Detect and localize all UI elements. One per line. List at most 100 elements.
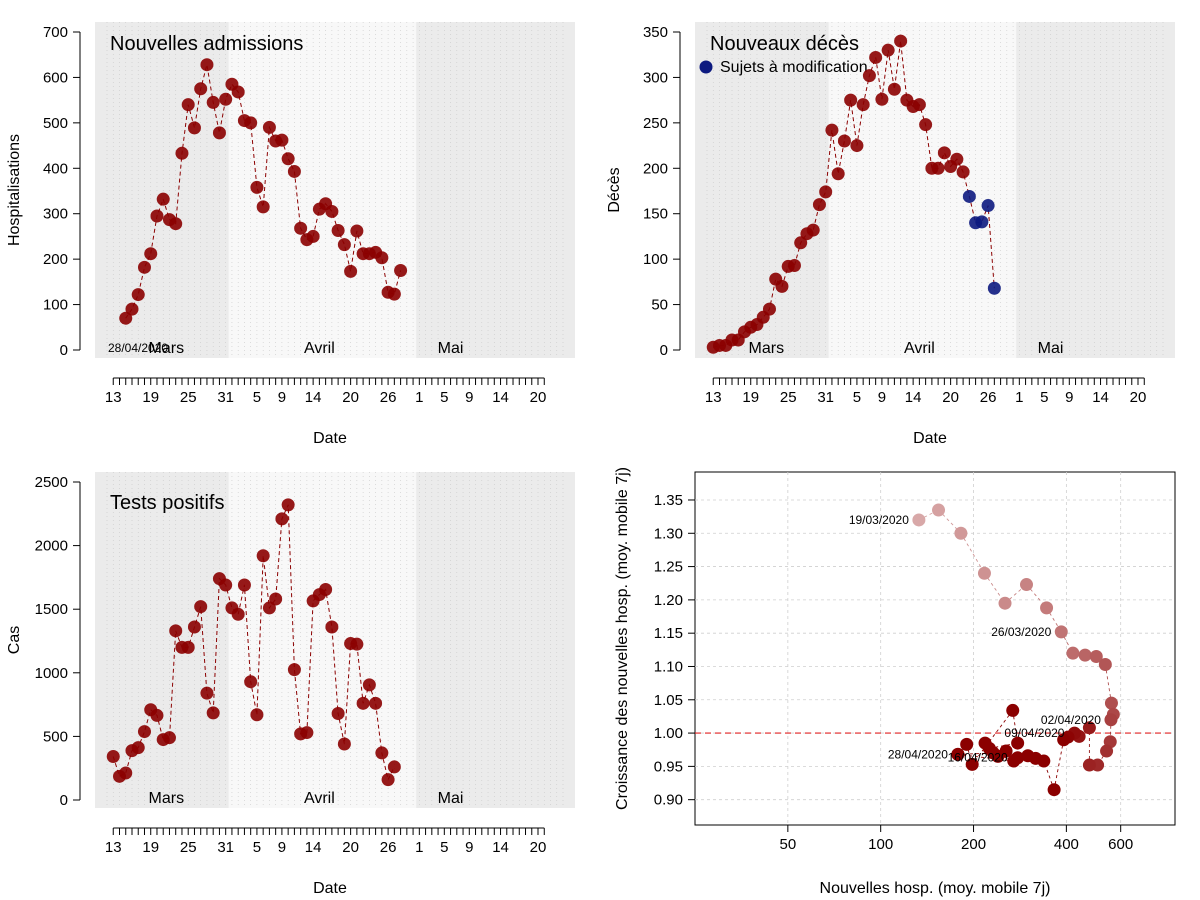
- x-tick-label: 9: [465, 839, 473, 856]
- data-point: [275, 512, 289, 526]
- data-point: [887, 82, 901, 96]
- x-tick-label: 31: [217, 839, 234, 856]
- band-may: [416, 472, 575, 808]
- x-tick-label: 13: [705, 389, 722, 406]
- x-tick-label: 14: [1092, 389, 1109, 406]
- data-point: [1066, 646, 1080, 660]
- path-segment: [1004, 584, 1027, 604]
- y-tick-label: 2000: [35, 538, 68, 555]
- date-annotation: 28/04/2020: [108, 341, 168, 355]
- data-point: [106, 749, 120, 763]
- data-point: [1011, 736, 1025, 750]
- data-point: [256, 549, 270, 563]
- data-point: [1100, 744, 1114, 758]
- y-tick-label: 200: [643, 160, 668, 177]
- data-point: [825, 123, 839, 137]
- data-point: [975, 215, 989, 229]
- data-point: [362, 678, 376, 692]
- month-label: Mai: [438, 340, 464, 357]
- y-tick-label: 1.10: [654, 658, 683, 675]
- data-point: [269, 592, 283, 606]
- y-tick-label: 1.00: [654, 725, 683, 742]
- band-may: [416, 22, 575, 358]
- y-tick-label: 300: [43, 206, 68, 223]
- plot-frame: [694, 471, 1176, 826]
- point-date-label: 28/04/2020: [888, 747, 948, 761]
- data-point: [219, 92, 233, 106]
- data-point: [1082, 721, 1096, 735]
- data-point: [194, 600, 208, 614]
- data-point: [986, 746, 1000, 760]
- y-tick-label: 1000: [35, 665, 68, 682]
- band-march: [95, 22, 229, 358]
- data-point: [912, 513, 926, 527]
- x-tick-label: 26: [380, 839, 397, 856]
- data-point: [837, 134, 851, 148]
- x-axis-title: Date: [913, 430, 947, 447]
- data-point: [856, 98, 870, 112]
- month-label: Avril: [304, 340, 335, 357]
- data-point: [181, 98, 195, 112]
- data-point: [194, 82, 208, 96]
- data-point: [187, 121, 201, 135]
- x-tick-label: 20: [530, 389, 547, 406]
- path-segment: [971, 710, 1014, 765]
- data-point: [1047, 783, 1061, 797]
- x-tick-label: 19: [142, 389, 159, 406]
- data-point: [169, 217, 183, 231]
- data-point: [1082, 758, 1096, 772]
- point-date-label: 09/04/2020: [1004, 726, 1064, 740]
- y-tick-label: 500: [43, 115, 68, 132]
- x-tick-label: 9: [278, 389, 286, 406]
- y-tick-label: 0: [60, 342, 68, 359]
- data-point: [350, 637, 364, 651]
- data-point: [156, 192, 170, 206]
- y-tick-label: 0: [60, 792, 68, 809]
- y-axis-title: Décès: [606, 167, 623, 212]
- x-tick-label: 5: [853, 389, 861, 406]
- y-tick-label: 500: [43, 728, 68, 745]
- y-tick-label: 0.95: [654, 758, 683, 775]
- data-point: [150, 708, 164, 722]
- data-point: [206, 95, 220, 109]
- x-tick-label: 5: [1040, 389, 1048, 406]
- y-tick-label: 350: [643, 24, 668, 41]
- data-point: [300, 726, 314, 740]
- data-point: [394, 264, 408, 277]
- x-tick-label: 25: [180, 839, 197, 856]
- data-point: [150, 209, 164, 223]
- x-axis-title: Date: [313, 880, 347, 897]
- data-point: [206, 706, 220, 720]
- x-tick-label: 13: [105, 839, 122, 856]
- x-tick-label: 20: [942, 389, 959, 406]
- x-tick-label: 600: [1108, 836, 1133, 853]
- x-tick-label: 20: [530, 839, 547, 856]
- x-tick-label: 400: [1054, 836, 1079, 853]
- x-tick-label: 5: [440, 389, 448, 406]
- x-tick-label: 9: [465, 389, 473, 406]
- panel-title: Nouveaux décès: [710, 33, 859, 55]
- data-point: [219, 578, 233, 592]
- data-point: [960, 737, 974, 751]
- y-tick-label: 1.05: [654, 692, 683, 709]
- data-point: [131, 288, 145, 302]
- y-tick-label: 300: [643, 69, 668, 86]
- y-axis-title: Croissance des nouvelles hosp. (moy. mob…: [614, 467, 631, 810]
- data-point: [137, 260, 151, 274]
- x-tick-label: 14: [305, 389, 322, 406]
- data-point: [954, 526, 968, 540]
- data-point: [331, 224, 345, 238]
- path-segment: [1046, 607, 1062, 633]
- y-tick-label: 100: [643, 251, 668, 268]
- data-point: [344, 264, 358, 278]
- data-point: [287, 164, 301, 178]
- data-point: [231, 85, 245, 99]
- data-point: [181, 640, 195, 654]
- legend-label: Sujets à modification: [720, 59, 868, 76]
- data-point: [965, 757, 979, 771]
- point-date-label: 26/03/2020: [991, 625, 1051, 639]
- path-segment: [1104, 664, 1112, 704]
- data-point: [881, 43, 895, 57]
